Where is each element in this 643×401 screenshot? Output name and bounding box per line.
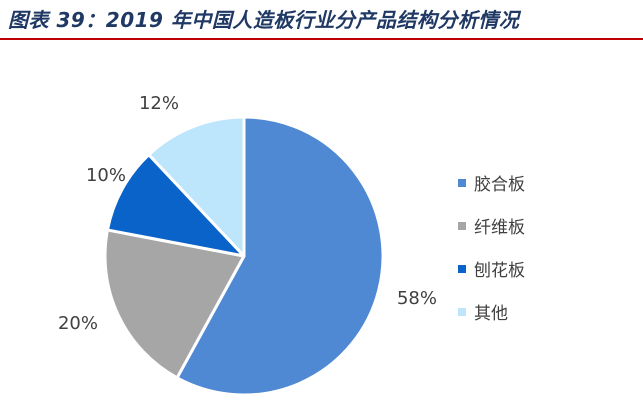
legend-swatch [458,221,466,230]
legend-label: 胶合板 [474,175,525,195]
title-divider [0,38,643,40]
pie-slice-plywood [175,115,385,397]
legend-swatch [458,307,466,316]
legend-swatch [458,178,466,187]
data-label-particleboard: 10% [86,165,126,186]
pie-slice-particleboard [105,153,246,258]
chart-legend: 胶合板 纤维板 刨花板 其他 [458,170,525,324]
data-label-fiberboard: 20% [58,313,98,334]
legend-swatch [458,264,466,273]
legend-label: 纤维板 [474,218,525,238]
page-title: 图表 39：2019 年中国人造板行业分产品结构分析情况 [8,8,520,32]
legend-label: 刨花板 [474,261,525,281]
legend-label: 其他 [474,304,508,324]
data-label-other: 12% [139,93,179,114]
legend-item-plywood: 胶合板 [458,170,525,195]
legend-item-particleboard: 刨花板 [458,256,525,281]
pie-slice-fiberboard [103,228,246,380]
legend-item-other: 其他 [458,299,525,324]
pie-slice-other [147,115,246,258]
data-label-plywood: 58% [397,288,437,309]
legend-item-fiberboard: 纤维板 [458,213,525,238]
